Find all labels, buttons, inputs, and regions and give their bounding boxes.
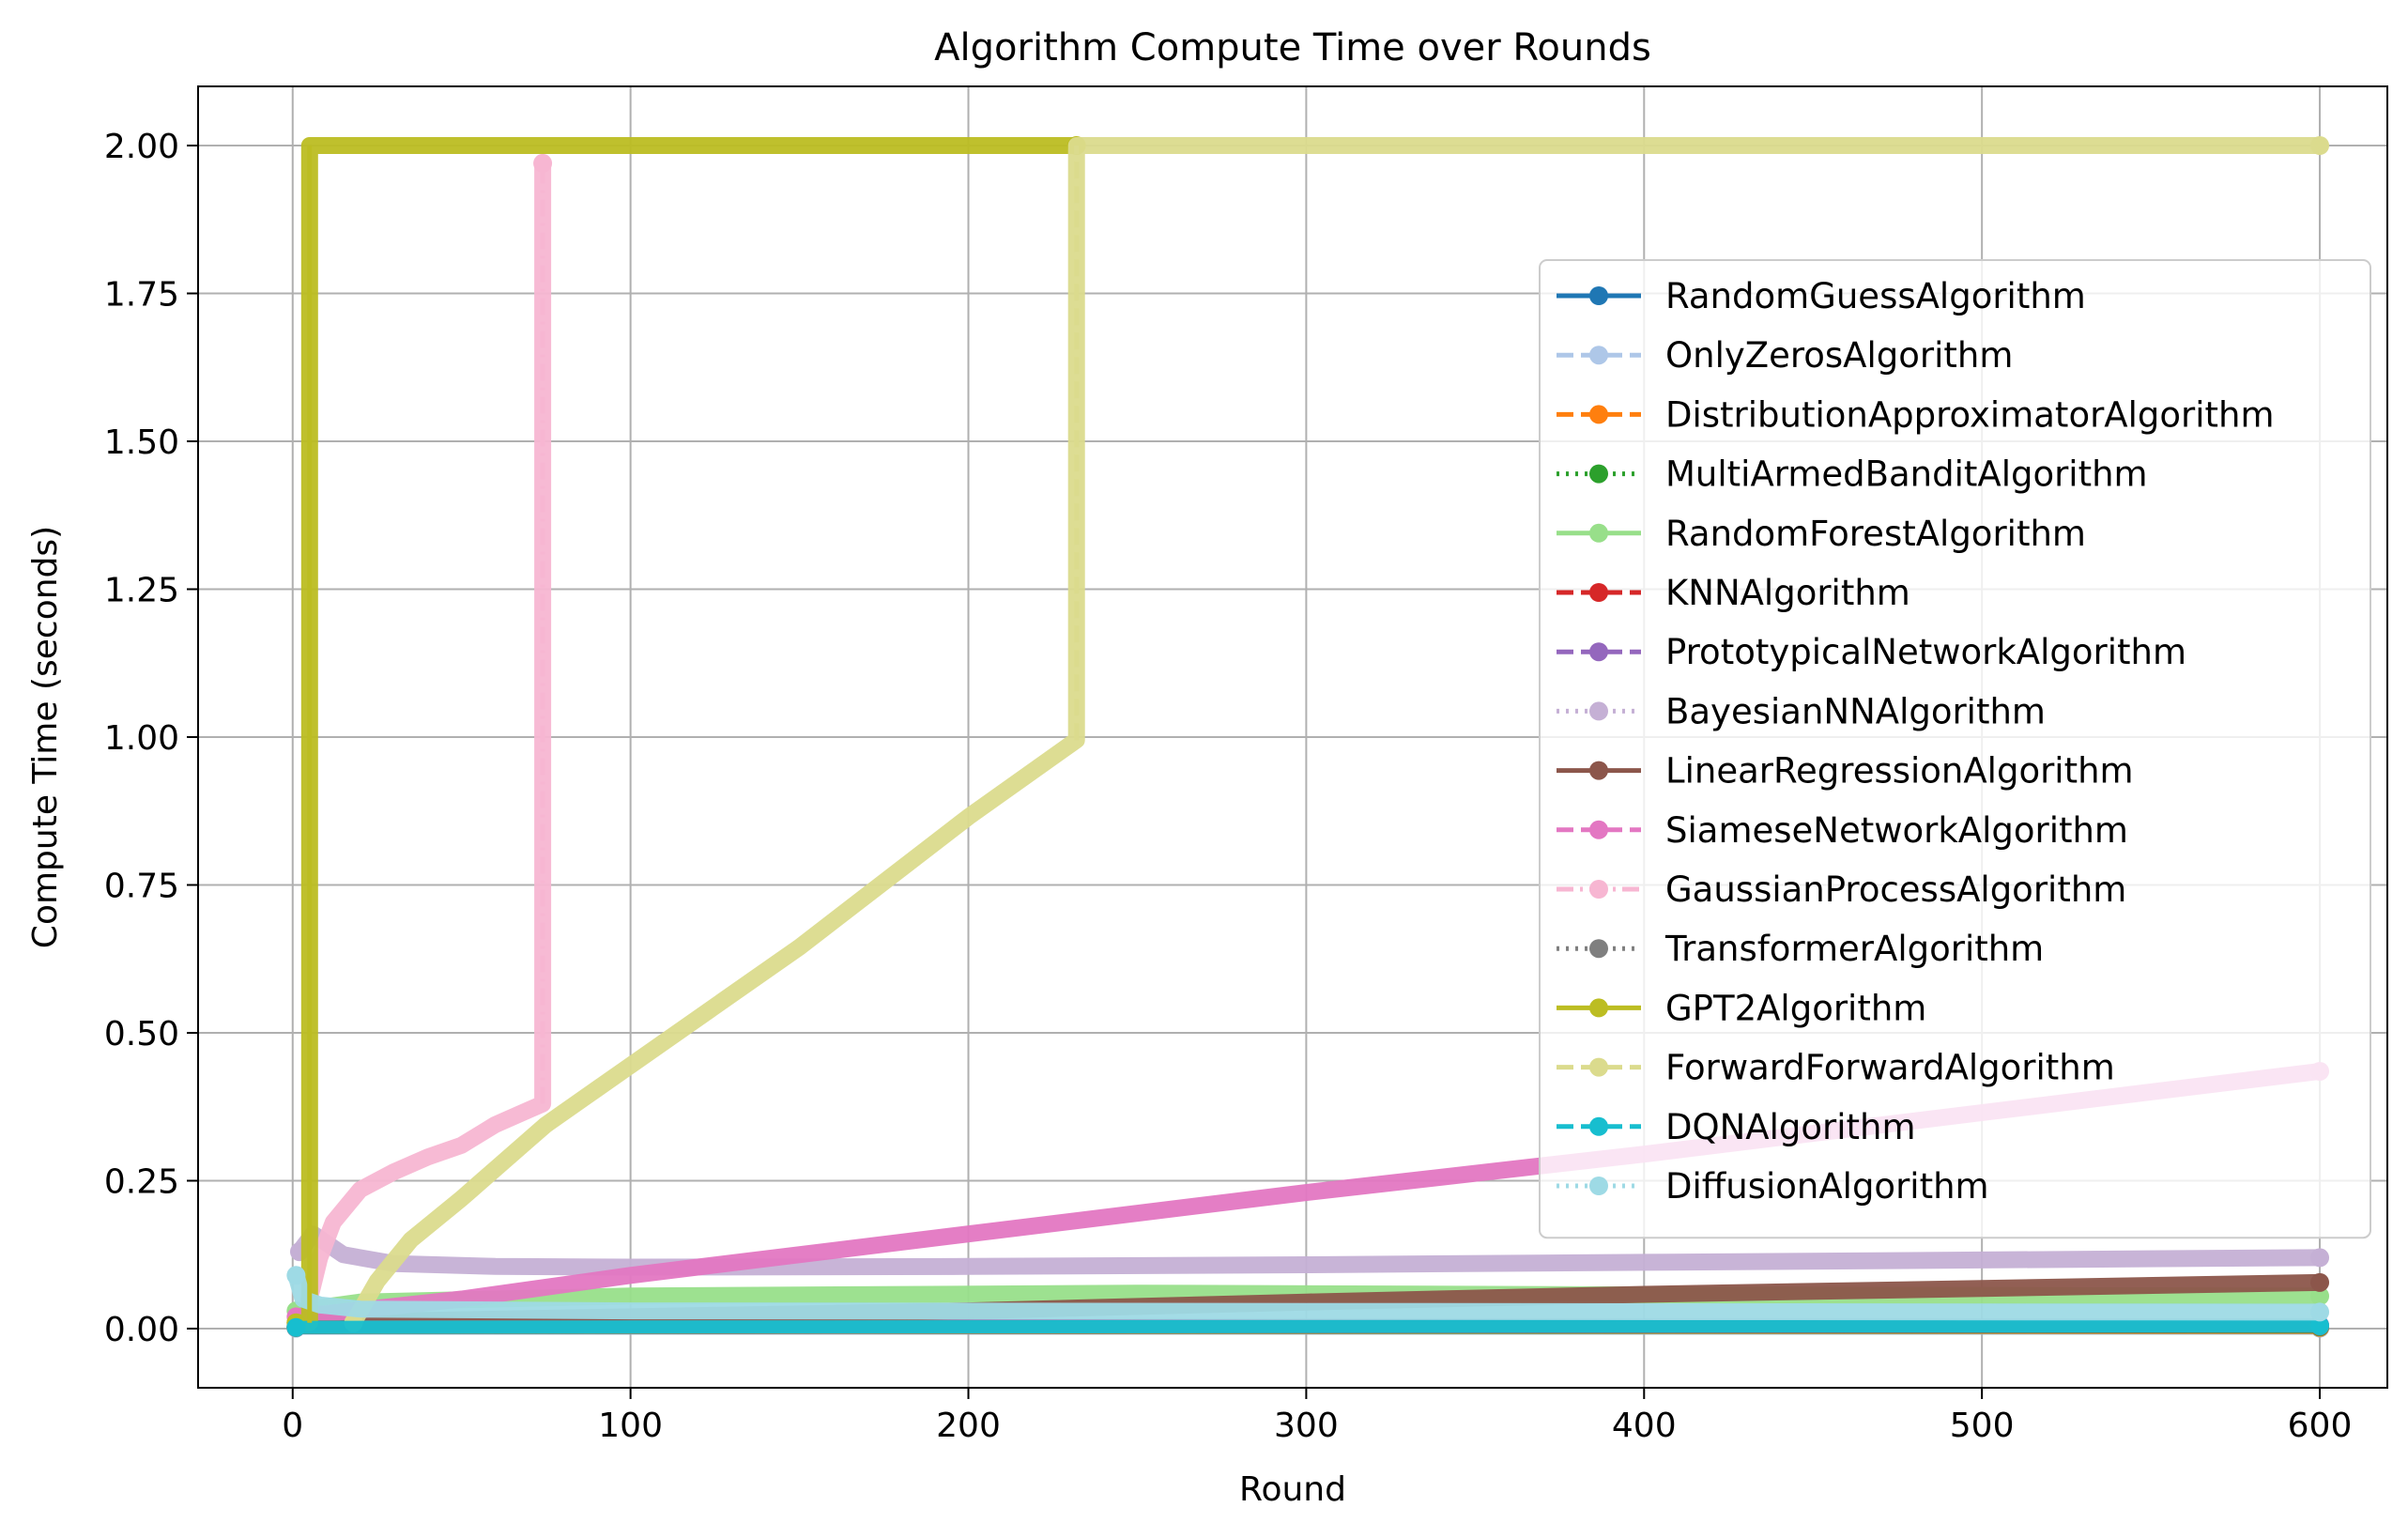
y-tick-label: 0.75 xyxy=(104,868,179,906)
legend-item-random-forest-algorithm: RandomForestAlgorithm xyxy=(1557,514,2086,554)
x-tick-label: 200 xyxy=(936,1407,1001,1445)
legend-swatch-marker xyxy=(1589,286,1608,305)
data-point xyxy=(2310,1248,2330,1268)
legend-label: BayesianNNAlgorithm xyxy=(1665,691,2046,731)
legend-item-linear-regression-algorithm: LinearRegressionAlgorithm xyxy=(1557,751,2134,792)
y-tick-label: 1.50 xyxy=(104,423,179,462)
legend-swatch-marker xyxy=(1589,346,1608,365)
legend-label: MultiArmedBanditAlgorithm xyxy=(1665,454,2148,495)
legend-swatch-marker xyxy=(1589,1116,1608,1136)
legend-label: RandomForestAlgorithm xyxy=(1665,514,2086,554)
legend-swatch-marker xyxy=(1589,1177,1608,1195)
legend-item-dqnalgorithm: DQNAlgorithm xyxy=(1557,1107,1916,1147)
legend-item-gpt2-algorithm: GPT2Algorithm xyxy=(1557,988,1926,1028)
legend-label: DiffusionAlgorithm xyxy=(1665,1166,1989,1207)
legend-item-prototypical-network-algorithm: PrototypicalNetworkAlgorithm xyxy=(1557,632,2186,672)
series-diffusion-algorithm xyxy=(286,1266,2330,1322)
x-tick-label: 300 xyxy=(1274,1407,1339,1445)
legend-swatch-marker xyxy=(1589,405,1608,424)
legend-label: LinearRegressionAlgorithm xyxy=(1665,751,2134,792)
legend-swatch-marker xyxy=(1589,464,1608,484)
legend-swatch-marker xyxy=(1589,642,1608,662)
x-tick-label: 100 xyxy=(598,1407,663,1445)
legend-item-forward-forward-algorithm: ForwardForwardAlgorithm xyxy=(1557,1048,2115,1088)
legend-label: GPT2Algorithm xyxy=(1665,988,1926,1028)
legend-label: ForwardForwardAlgorithm xyxy=(1665,1048,2115,1088)
legend-swatch-marker xyxy=(1589,880,1608,899)
legend-swatch-marker xyxy=(1589,1057,1608,1077)
series-dqnalgorithm xyxy=(286,1315,2330,1337)
x-tick-label: 500 xyxy=(1950,1407,2015,1445)
legend-swatch-marker xyxy=(1589,998,1608,1018)
y-tick-label: 0.25 xyxy=(104,1163,179,1202)
data-point xyxy=(286,1266,306,1285)
legend-swatch-marker xyxy=(1589,583,1608,602)
data-point xyxy=(2310,1302,2330,1322)
legend-swatch-marker xyxy=(1589,939,1608,959)
y-tick-label: 1.00 xyxy=(104,719,179,758)
legend-label: DistributionApproximatorAlgorithm xyxy=(1665,394,2275,435)
legend-swatch-marker xyxy=(1589,761,1608,780)
data-point xyxy=(286,1317,306,1337)
legend-label: DQNAlgorithm xyxy=(1665,1107,1916,1147)
legend-item-diffusion-algorithm: DiffusionAlgorithm xyxy=(1557,1166,1989,1207)
legend-item-gaussian-process-algorithm: GaussianProcessAlgorithm xyxy=(1557,869,2126,910)
y-tick-label: 0.00 xyxy=(104,1311,179,1349)
x-tick-label: 400 xyxy=(1612,1407,1677,1445)
legend-label: OnlyZerosAlgorithm xyxy=(1665,335,2013,376)
legend-item-only-zeros-algorithm: OnlyZerosAlgorithm xyxy=(1557,335,2013,376)
legend-item-distribution-approximator-algorithm: DistributionApproximatorAlgorithm xyxy=(1557,394,2275,435)
data-point xyxy=(2310,1272,2330,1292)
axis-ticks: 0 100 200 300 400 500 600 0.00 0.25 0.50 0.75 1.00 1… xyxy=(104,128,2353,1445)
y-axis-label: Compute Time (seconds) xyxy=(26,526,65,948)
legend-swatch-marker xyxy=(1589,820,1608,839)
x-tick-label: 600 xyxy=(2288,1407,2353,1445)
series-marker-band xyxy=(300,154,552,1308)
series-marker-band xyxy=(345,137,2328,1331)
legend-item-multi-armed-bandit-algorithm: MultiArmedBanditAlgorithm xyxy=(1557,454,2148,495)
x-axis-label: Round xyxy=(1239,1470,1346,1509)
legend-label: KNNAlgorithm xyxy=(1665,573,1910,613)
legend-item-bayesian-nnalgorithm: BayesianNNAlgorithm xyxy=(1557,691,2046,731)
chart-title: Algorithm Compute Time over Rounds xyxy=(934,26,1651,69)
series-layer xyxy=(286,136,2330,1338)
legend-box xyxy=(1539,259,2371,1239)
data-point xyxy=(2310,1286,2330,1306)
legend: RandomGuessAlgorithm OnlyZerosAlgorithm Di… xyxy=(1539,259,2371,1239)
legend-item-knnalgorithm: KNNAlgorithm xyxy=(1557,573,1910,613)
legend-swatch-marker xyxy=(1589,523,1608,543)
legend-label: RandomGuessAlgorithm xyxy=(1665,276,2086,316)
legend-swatch-marker xyxy=(1589,701,1608,721)
legend-label: PrototypicalNetworkAlgorithm xyxy=(1665,632,2186,672)
legend-item-transformer-algorithm: TransformerAlgorithm xyxy=(1557,929,2044,969)
series-marker-band xyxy=(287,1267,2328,1321)
y-tick-label: 1.75 xyxy=(104,276,179,315)
y-tick-label: 1.25 xyxy=(104,572,179,610)
series-marker-band xyxy=(289,1318,2326,1334)
legend-item-siamese-network-algorithm: SiameseNetworkAlgorithm xyxy=(1557,810,2128,851)
legend-item-random-guess-algorithm: RandomGuessAlgorithm xyxy=(1557,276,2086,316)
legend-label: SiameseNetworkAlgorithm xyxy=(1665,810,2128,851)
data-point xyxy=(2310,136,2330,155)
legend-label: GaussianProcessAlgorithm xyxy=(1665,869,2126,910)
y-tick-label: 2.00 xyxy=(104,128,179,166)
x-tick-label: 0 xyxy=(282,1407,303,1445)
data-point xyxy=(2310,1315,2330,1335)
y-tick-label: 0.50 xyxy=(104,1015,179,1054)
legend-label: TransformerAlgorithm xyxy=(1664,929,2044,969)
data-point xyxy=(533,153,553,173)
